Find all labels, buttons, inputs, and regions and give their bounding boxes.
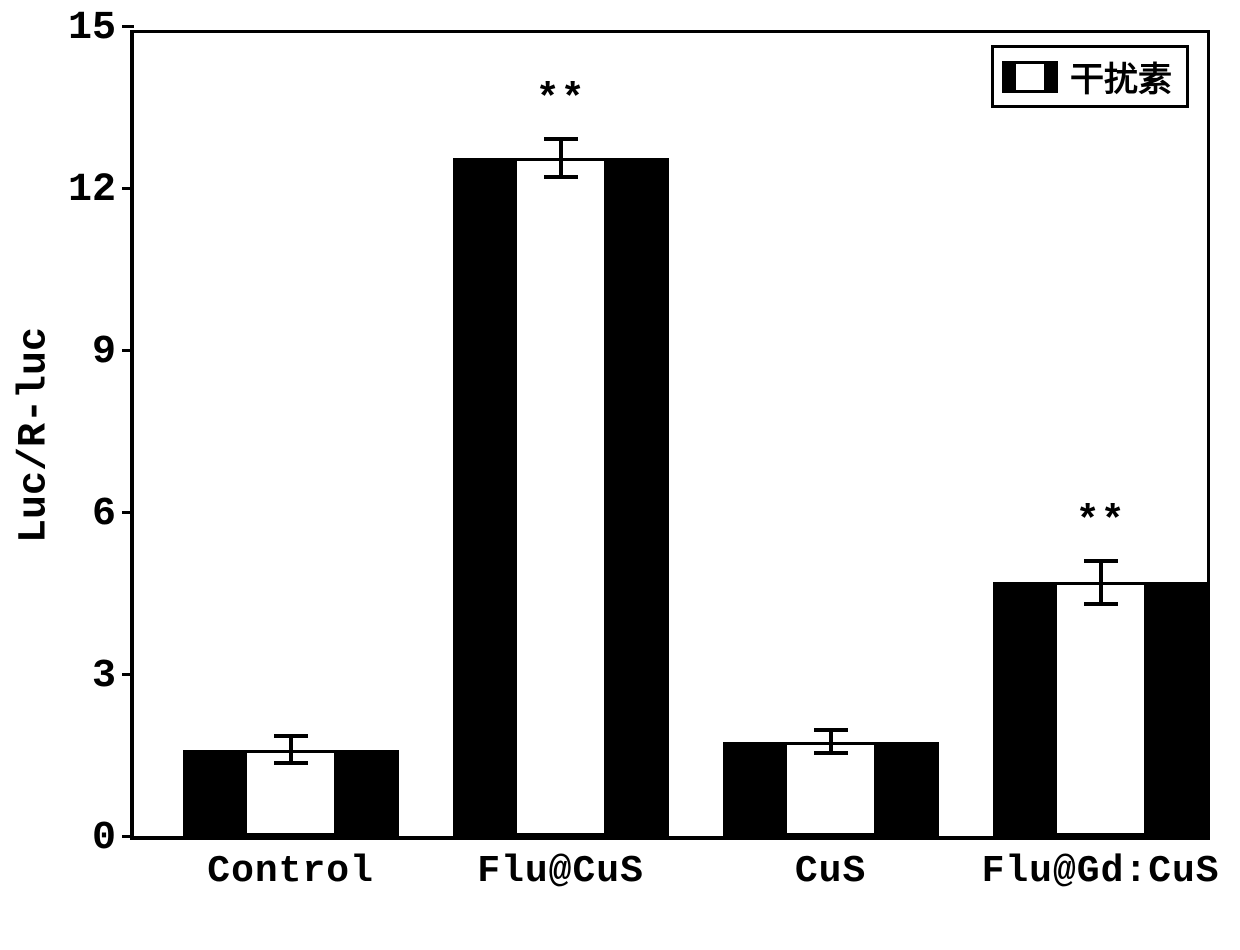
error-cap	[1084, 602, 1118, 606]
error-cap	[544, 175, 578, 179]
y-tick-label: 0	[92, 816, 116, 861]
x-tick-label: Flu@CuS	[477, 850, 644, 893]
bar-side	[604, 158, 669, 836]
legend-swatch	[1002, 61, 1058, 93]
y-axis-label: Luc/R-luc	[13, 327, 58, 543]
bar-side	[723, 742, 788, 837]
bar-side	[183, 750, 248, 836]
error-stem	[829, 730, 833, 754]
y-tick-mark	[122, 25, 134, 28]
error-cap	[274, 761, 308, 765]
y-tick-label: 15	[68, 6, 116, 51]
x-tick-label: Flu@Gd:CuS	[982, 850, 1220, 893]
plot-area: 干扰素 03691215ControlFlu@CuS**CuSFlu@Gd:Cu…	[130, 30, 1210, 840]
y-tick-label: 6	[92, 492, 116, 537]
y-tick-mark	[122, 673, 134, 676]
legend-label: 干扰素	[1070, 52, 1172, 101]
bar-side	[453, 158, 518, 836]
significance-mark: **	[536, 78, 586, 123]
figure-root: 干扰素 0 3 6 9 12 15 Control Flu@CuS ** CuS Flu@Gd:Cu…	[0, 0, 1240, 950]
error-stem	[289, 736, 293, 763]
legend: 干扰素	[991, 45, 1189, 108]
y-tick-label: 3	[92, 654, 116, 699]
error-cap	[544, 137, 578, 141]
y-tick-mark	[122, 511, 134, 514]
error-cap	[274, 734, 308, 738]
bar-side	[334, 750, 399, 836]
y-tick-mark	[122, 835, 134, 838]
error-cap	[814, 728, 848, 732]
y-tick-label: 12	[68, 168, 116, 213]
bar-side	[993, 582, 1058, 836]
y-tick-label: 9	[92, 330, 116, 375]
bar-side	[1144, 582, 1209, 836]
significance-mark: **	[1076, 500, 1126, 545]
error-cap	[1084, 559, 1118, 563]
y-tick-mark	[122, 349, 134, 352]
bar	[453, 158, 669, 836]
error-cap	[814, 751, 848, 755]
bar-side	[874, 742, 939, 837]
bar	[993, 582, 1209, 836]
error-stem	[1099, 561, 1103, 604]
bar	[723, 742, 939, 837]
x-tick-label: CuS	[795, 850, 866, 893]
y-tick-mark	[122, 187, 134, 190]
x-tick-label: Control	[207, 850, 374, 893]
error-stem	[559, 139, 563, 177]
